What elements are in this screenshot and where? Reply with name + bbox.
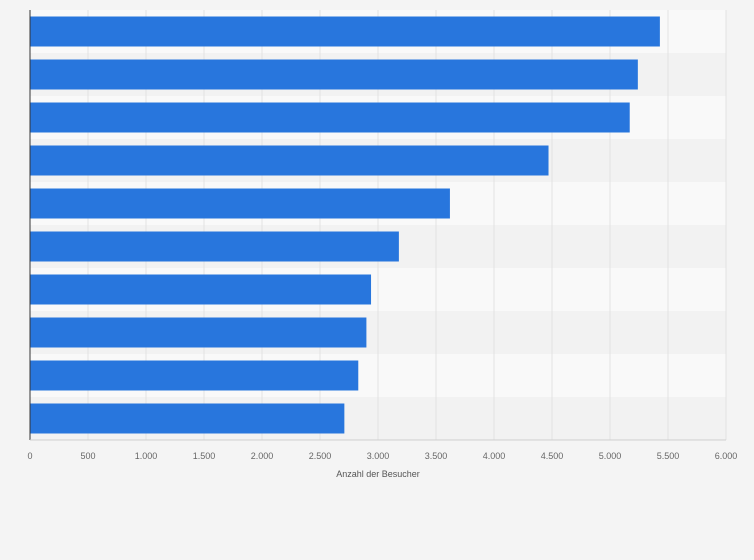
x-tick-label: 3.000	[367, 451, 390, 461]
x-tick-label: 0	[27, 451, 32, 461]
bar	[30, 231, 399, 262]
x-tick-label: 5.500	[657, 451, 680, 461]
bar	[30, 317, 367, 348]
bar	[30, 145, 549, 176]
bar	[30, 188, 450, 219]
bar	[30, 16, 660, 47]
x-tick-label: 2.500	[309, 451, 332, 461]
x-tick-label: 4.500	[541, 451, 564, 461]
bar	[30, 360, 359, 391]
x-tick-label: 1.500	[193, 451, 216, 461]
bar	[30, 274, 372, 305]
x-tick-label: 5.000	[599, 451, 622, 461]
x-tick-label: 2.000	[251, 451, 274, 461]
x-tick-labels: 0 500 1.000 1.500 2.000 2.500 3.000 3.500 4.000 4…	[27, 451, 737, 461]
bar	[30, 102, 630, 133]
x-tick-label: 500	[80, 451, 95, 461]
x-tick-label: 3.500	[425, 451, 448, 461]
x-tick-label: 4.000	[483, 451, 506, 461]
bar	[30, 59, 638, 90]
bars	[30, 16, 660, 434]
x-tick-label: 1.000	[135, 451, 158, 461]
x-tick-label: 6.000	[715, 451, 738, 461]
x-axis-title: Anzahl der Besucher	[336, 469, 420, 479]
bar	[30, 403, 345, 434]
